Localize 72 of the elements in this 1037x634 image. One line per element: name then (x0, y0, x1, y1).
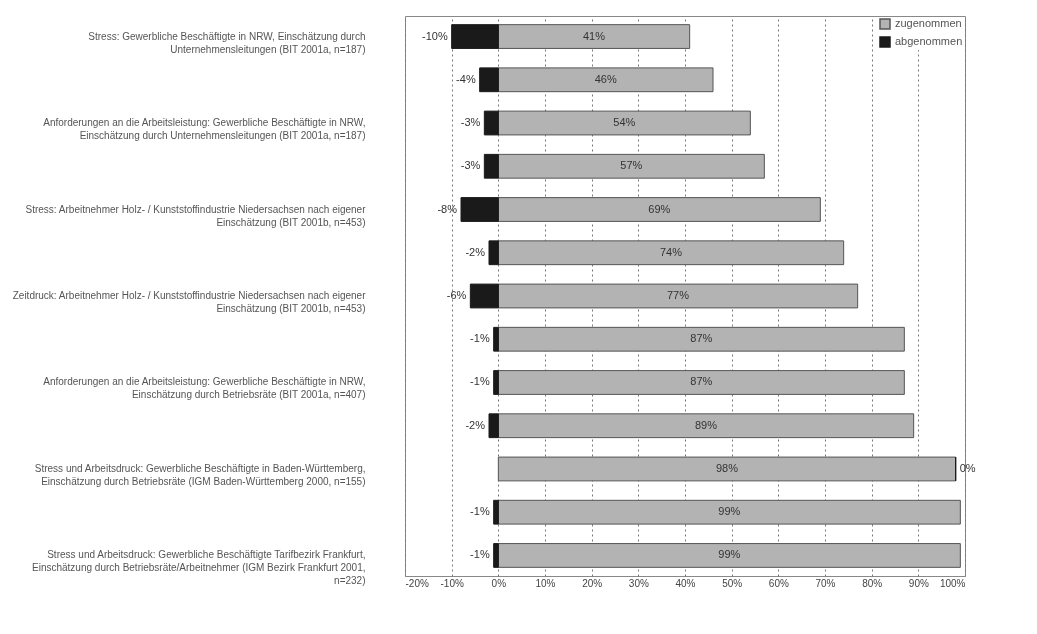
bar (497, 543, 961, 568)
data-label: 46% (594, 72, 617, 85)
bar (493, 370, 499, 395)
data-label: -6% (446, 289, 467, 301)
data-label: 89% (694, 418, 718, 431)
bar (497, 456, 957, 482)
data-label: -1% (470, 375, 490, 388)
bar (483, 153, 499, 179)
bar (488, 240, 499, 266)
y-tick-label: Anforderungen an die Arbeitsleistung: Gewerbliche Beschäftigte in NRW, Einschätzung durch Unternehmensleitungen (BIT 2001a, n=187) (43, 117, 366, 142)
data-label: 87% (690, 332, 713, 345)
legend-label: zugenommen (895, 17, 962, 29)
data-label: 69% (648, 202, 671, 215)
x-tick-label: -10% (440, 577, 464, 589)
bar (483, 110, 499, 136)
data-label: 54% (613, 116, 636, 129)
y-tick-label: Stress: Arbeitnehmer Holz- / Kunststoffindustrie Niedersachsen nach eigener Einschätzung (BIT 2001b, n=453) (25, 203, 367, 228)
data-label: -1% (470, 505, 490, 518)
data-label: -1% (470, 332, 490, 345)
data-label: -1% (470, 548, 490, 561)
x-tick-label: 80% (862, 577, 883, 589)
bar (497, 283, 859, 309)
data-label: -4% (456, 72, 476, 85)
bar (497, 67, 714, 93)
data-label: 74% (659, 245, 683, 258)
bar (497, 370, 905, 395)
bar (488, 413, 499, 439)
bar (497, 240, 845, 266)
bar (493, 543, 499, 568)
x-tick-label: 40% (675, 577, 696, 589)
x-tick-label: 70% (815, 577, 836, 589)
y-tick-label: Stress: Gewerbliche Beschäftigte in NRW, Einschätzung durch Unternehmensleitungen (BIT 2001a, n=187) (88, 30, 366, 55)
bar (497, 153, 765, 179)
x-tick-label: 100% (939, 577, 966, 589)
bar (497, 499, 961, 525)
data-label: -2% (465, 245, 486, 258)
bar (497, 413, 915, 439)
y-tick-label: Stress und Arbeitsdruck: Gewerbliche Beschäftigte in Baden-Württemberg, Einschätzung durch Betriebsräte (IGM Baden-Württemberg 2000, n=155) (34, 462, 366, 487)
data-label: -3% (460, 159, 481, 172)
bar (497, 24, 691, 49)
data-label: 98% (715, 461, 739, 474)
x-tick-label: 50% (722, 577, 743, 589)
bar (493, 326, 499, 352)
data-label: -8% (437, 202, 458, 215)
x-tick-label: 60% (768, 577, 789, 589)
bar (493, 499, 499, 525)
bar (460, 197, 499, 222)
data-label: -3% (460, 116, 481, 129)
data-label: 77% (666, 289, 690, 301)
data-label: -10% (421, 29, 448, 42)
x-tick-label: 10% (535, 577, 556, 589)
bar (497, 197, 821, 222)
data-label: 41% (582, 29, 606, 42)
y-tick-label: Zeitdruck: Arbeitnehmer Holz- / Kunststoffindustrie Niedersachsen nach eigener Einschätzung (BIT 2001b, n=453) (12, 290, 367, 314)
bar (497, 110, 751, 136)
x-tick-label: 90% (908, 577, 929, 589)
x-tick-label: 20% (582, 577, 603, 589)
legend-label: abgenommen (895, 35, 963, 47)
data-label: 99% (718, 548, 741, 561)
x-tick-label: 30% (628, 577, 649, 589)
data-label: 57% (620, 159, 643, 172)
y-tick-label: Stress und Arbeitsdruck: Gewerbliche Beschäftigte Tarifbezirk Frankfurt, Einschätzung durch Betriebsräte/Arbeitnehmer (IGM Bezirk Frankfurt 2001, n=232) (32, 549, 366, 587)
x-tick-label: -20% (405, 577, 429, 589)
data-label: 99% (718, 505, 741, 518)
data-label: 87% (690, 375, 713, 388)
bar (497, 326, 905, 352)
x-tick-label: 0% (491, 577, 507, 589)
bar (469, 283, 499, 309)
bar (451, 24, 499, 49)
y-tick-label: Anforderungen an die Arbeitsleistung: Gewerbliche Beschäftigte in NRW, Einschätzung durch Betriebsräte (BIT 2001a, n=407) (43, 376, 366, 401)
bar (479, 67, 499, 93)
data-label: -2% (465, 418, 486, 431)
